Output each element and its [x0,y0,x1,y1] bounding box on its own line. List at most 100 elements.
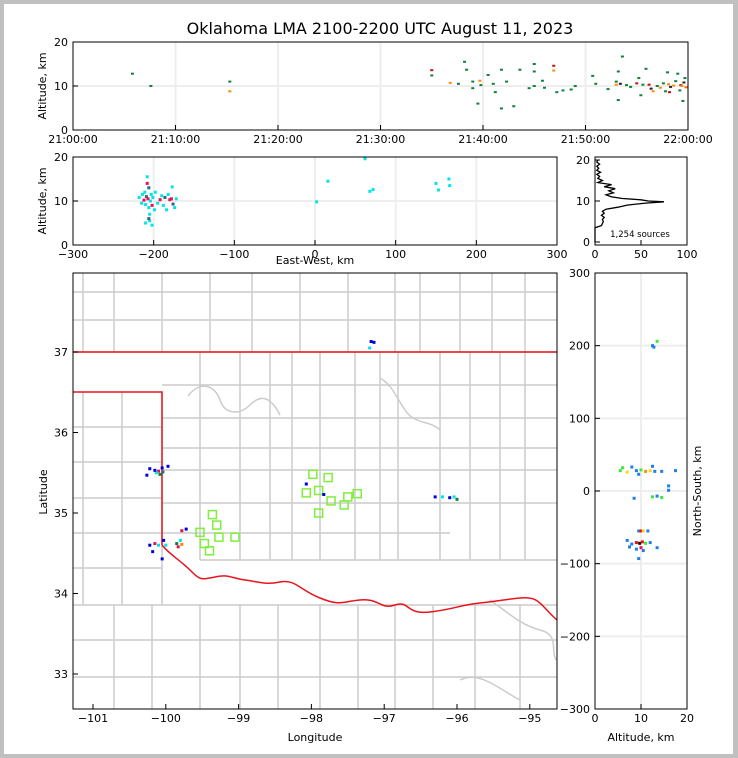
time-height-xtick-label: 21:10:00 [151,133,200,146]
map-source-point [153,468,157,472]
map-source-point [157,543,161,547]
ns-altitude-source-point [639,529,643,533]
map-source-point [452,495,456,499]
ew-altitude-xtick-label: 0 [312,248,319,261]
ew-altitude-source-point [140,192,144,196]
time-height-source-point [591,74,595,77]
time-height-source-point [606,88,610,91]
ew-altitude-xtick-label: −100 [219,248,249,261]
map-source-point [440,495,444,499]
time-height-source-point [655,85,659,87]
time-height-source-point [668,91,672,94]
map-source-point [322,492,326,496]
time-height-source-point [486,74,490,76]
time-height-source-point [618,82,622,85]
ew-altitude-source-point [148,212,152,216]
ns-altitude-source-point [639,468,643,472]
time-height-source-point [518,68,522,71]
time-height-source-point [667,83,671,86]
time-height-source-point [130,72,134,75]
ns-altitude-ytick-label: −300 [560,703,590,716]
time-height-source-point [629,85,633,88]
ew-altitude-source-point [144,221,148,225]
ew-altitude-source-point [149,192,153,196]
time-height-source-point [616,70,620,73]
histogram-xtick-label: 50 [634,248,648,261]
time-height-xtick-label: 21:20:00 [253,133,302,146]
ns-altitude-source-point [655,339,659,343]
county-border-line [489,599,557,661]
state-border-line [73,391,163,545]
map-source-point [166,464,170,468]
ew-altitude-ytick-label: 10 [54,195,68,208]
state-borders [73,351,558,621]
station-marker [212,520,222,530]
histogram-source-count: 1,254 sources [610,230,670,240]
time-height-source-point [479,84,483,87]
map-source-point [160,466,164,470]
time-height-source-point [639,94,643,97]
time-height-source-point [651,90,655,93]
time-height-source-point [456,82,460,85]
map-xtick-label: −95 [518,712,541,725]
time-height-source-point [499,107,503,110]
ew-altitude-source-point [150,223,154,227]
ns-altitude-source-point [651,495,654,499]
time-height-source-point [540,79,544,82]
ew-altitude-xtick-label: −200 [139,248,169,261]
time-height-source-point [532,63,536,65]
map-source-point [368,346,372,350]
time-height-source-point [674,80,678,83]
time-height-xtick-label: 21:00:00 [48,133,97,146]
time-height-grid [73,42,688,130]
ew-altitude-source-point [169,197,173,201]
time-height-source-point [478,79,482,82]
map-source-point [304,482,308,486]
ns-altitude-xtick-label: 20 [680,712,694,725]
ns-altitude-source-point [637,472,641,476]
map-xtick-label: −97 [373,712,396,725]
ew-altitude-xtick-label: 100 [385,248,406,261]
time-height-xtick-label: 21:50:00 [561,133,610,146]
time-height-source-point [637,77,641,80]
station-marker [230,532,240,542]
time-height-source-point [614,80,618,83]
ew-altitude-ticks: −300 −200 −100 0 100 200 300 0 10 20 [54,151,568,261]
ew-altitude-source-point [150,203,154,207]
ns-altitude-ytick-label: −200 [560,630,590,643]
station-marker [308,469,318,480]
ns-altitude-source-point [632,496,636,500]
ns-altitude-source-point [634,469,638,473]
ew-altitude-source-point [140,201,144,205]
time-height-source-point [684,86,688,89]
time-height-source-point [672,84,676,87]
station-marker [199,538,210,549]
ew-altitude-grid [73,157,557,245]
map-source-point [157,469,161,473]
ns-altitude-source-point [667,488,671,492]
time-height-source-point [663,90,667,93]
time-height-points [130,55,688,110]
ew-altitude-source-point [143,190,147,194]
time-height-source-point [616,99,620,102]
ew-altitude-ylabel: Altitude, km [36,167,49,234]
time-height-ytick-label: 0 [61,124,68,137]
map-xlabel: Longitude [288,731,343,744]
station-marker [343,492,353,502]
ns-altitude-ticks: 0 10 20 −300 −200 −100 0 100 200 300 [560,267,694,725]
ew-altitude-points [137,157,452,227]
map-source-point [175,542,179,546]
ew-altitude-source-point [146,197,150,201]
time-height-source-point [493,91,497,94]
time-height-ytick-label: 10 [54,80,68,93]
ns-altitude-ytick-label: 100 [569,412,590,425]
ew-altitude-source-point [165,208,169,212]
time-height-source-point [625,84,628,87]
ew-altitude-source-point [148,219,152,223]
ns-altitude-panel: 0 10 20 −300 −200 −100 0 100 200 300 North-South,… [560,267,704,744]
altitude-histogram-panel: 0 50 100 0 10 20 1,254 sources [576,154,698,261]
ew-altitude-source-point [326,179,330,183]
time-height-source-point [680,85,684,87]
time-height-source-point [647,83,651,86]
